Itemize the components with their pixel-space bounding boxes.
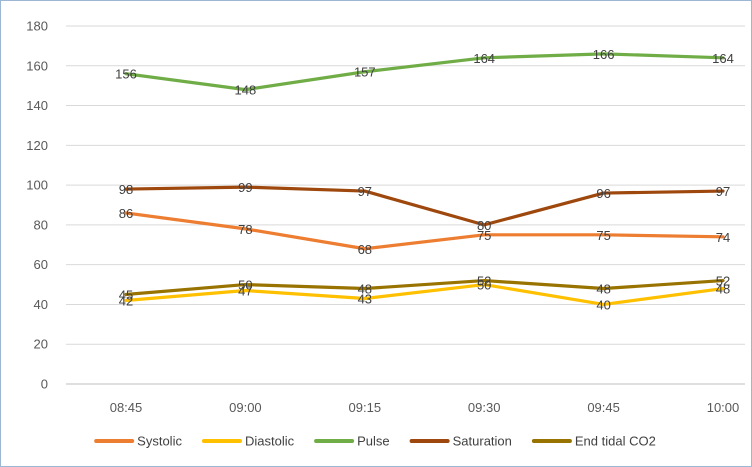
x-axis-ticks: 08:45 09:00 09:15 09:30 09:45 10:00 [110,400,740,415]
series-layer [124,52,725,307]
data-label-diastolic: 50 [477,278,491,293]
data-label-pulse: 164 [473,51,495,66]
data-label-saturation: 97 [716,184,730,199]
y-tick-label: 0 [41,377,48,392]
data-label-saturation: 97 [358,184,372,199]
x-tick-label: 09:30 [468,400,501,415]
y-tick-label: 60 [34,257,48,272]
series-line-saturation [124,185,725,227]
y-axis-ticks: 0 20 40 60 80 100 120 140 160 180 [26,19,48,392]
data-label-pulse: 166 [593,47,615,62]
x-tick-label: 09:15 [349,400,382,415]
legend-label-saturation: Saturation [453,434,512,449]
data-label-systolic: 86 [119,206,133,221]
data-label-saturation: 96 [596,186,610,201]
legend-item-systolic: Systolic [94,434,182,449]
data-label-saturation: 99 [238,180,252,195]
data-label-end-tidal-co2: 52 [716,274,730,289]
y-tick-label: 80 [34,217,48,232]
legend: Systolic Diastolic Pulse Saturation End tida… [94,434,656,449]
data-label-saturation: 98 [119,182,133,197]
y-tick-label: 20 [34,337,48,352]
y-tick-label: 140 [26,98,48,113]
data-label-diastolic: 43 [358,291,372,306]
data-label-pulse: 157 [354,65,376,80]
data-label-pulse: 156 [115,67,137,82]
series-line-diastolic [124,282,725,307]
data-label-systolic: 75 [596,228,610,243]
data-label-end-tidal-co2: 50 [238,278,252,293]
series-line-pulse [124,52,725,92]
series-line-systolic [124,211,725,251]
data-label-diastolic: 48 [716,282,730,297]
x-tick-label: 09:00 [229,400,262,415]
y-tick-label: 180 [26,19,48,34]
series-line-end-tidal-co2 [124,278,725,297]
data-label-systolic: 74 [716,230,730,245]
legend-label-systolic: Systolic [137,434,182,449]
y-tick-label: 100 [26,178,48,193]
legend-label-pulse: Pulse [357,434,390,449]
data-label-diastolic: 40 [596,297,610,312]
data-label-end-tidal-co2: 45 [119,288,133,303]
legend-item-diastolic: Diastolic [201,434,295,449]
data-label-end-tidal-co2: 52 [477,274,491,289]
data-label-end-tidal-co2: 48 [596,282,610,297]
data-label-pulse: 164 [712,51,734,66]
data-label-systolic: 75 [477,228,491,243]
x-tick-label: 10:00 [707,400,740,415]
y-tick-label: 160 [26,58,48,73]
legend-item-end-tidal-co2: End tidal CO2 [531,434,656,449]
legend-label-diastolic: Diastolic [245,434,295,449]
data-label-saturation: 80 [477,218,491,233]
legend-label-end-tidal-co2: End tidal CO2 [575,434,656,449]
data-label-diastolic: 42 [119,293,133,308]
data-label-systolic: 78 [238,222,252,237]
data-label-pulse: 148 [235,83,257,98]
y-tick-label: 40 [34,297,48,312]
data-label-end-tidal-co2: 48 [358,282,372,297]
legend-item-saturation: Saturation [409,434,512,449]
data-label-systolic: 68 [358,242,372,257]
x-tick-label: 09:45 [587,400,620,415]
y-tick-label: 120 [26,138,48,153]
data-label-diastolic: 47 [238,284,252,299]
legend-item-pulse: Pulse [314,434,390,449]
x-tick-label: 08:45 [110,400,143,415]
